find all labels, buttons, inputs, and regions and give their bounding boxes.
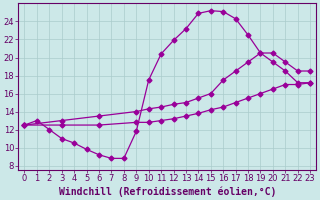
X-axis label: Windchill (Refroidissement éolien,°C): Windchill (Refroidissement éolien,°C) [59, 186, 276, 197]
